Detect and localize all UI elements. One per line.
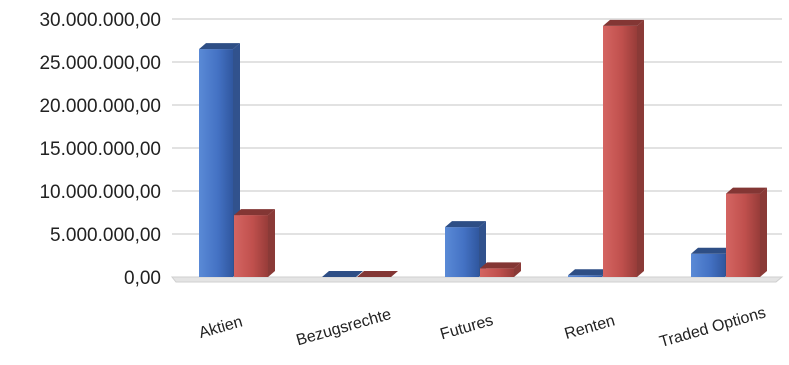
bar-side: [479, 221, 486, 277]
y-tick-label: 5.000.000,00: [50, 225, 161, 246]
bar-top: [199, 43, 240, 50]
bar-front: [234, 215, 268, 277]
bar-front: [691, 253, 725, 277]
bar: [234, 209, 275, 277]
bar: [691, 247, 732, 277]
category-label: Traded Options: [658, 304, 768, 351]
category-label: Renten: [563, 312, 617, 343]
bar-top: [691, 247, 732, 254]
bar: [199, 43, 240, 277]
category-label: Aktien: [197, 313, 244, 342]
y-tick-label: 10.000.000,00: [39, 182, 161, 203]
bar-side: [268, 209, 275, 277]
bar-top: [603, 19, 644, 26]
bar-top: [568, 269, 609, 276]
bar-side: [760, 187, 767, 277]
bar-top: [234, 209, 275, 216]
chart-floor: [170, 276, 784, 283]
bar: [357, 271, 398, 277]
bar: [726, 187, 767, 277]
y-tick-label: 20.000.000,00: [39, 96, 161, 117]
floor: [170, 276, 784, 283]
bar-top: [322, 271, 363, 277]
bar: [568, 269, 609, 277]
gridlines: [172, 18, 782, 235]
bar-top: [445, 221, 486, 228]
category-label: Bezugsrechte: [294, 306, 393, 349]
bar-front: [603, 25, 637, 277]
bar-top: [357, 271, 398, 277]
bar-front: [568, 275, 602, 277]
y-tick-label: 0,00: [124, 268, 161, 289]
y-tick-label: 30.000.000,00: [39, 10, 161, 31]
bar-side: [514, 262, 521, 277]
bar-top: [480, 262, 521, 269]
bar-side: [637, 19, 644, 277]
bar-front: [726, 193, 760, 277]
y-tick-label: 25.000.000,00: [39, 53, 161, 74]
bar: [322, 271, 363, 277]
bar: [480, 262, 521, 277]
bar-front: [199, 49, 233, 277]
bar: [603, 19, 644, 277]
bars: [199, 19, 767, 277]
y-axis-labels: 0,00 5.000.000,00 10.000.000,00 15.000.000,…: [39, 10, 161, 289]
bar: [445, 221, 486, 277]
category-labels: Aktien Bezugsrechte Futures Renten Traded Op…: [197, 304, 768, 351]
category-label: Futures: [438, 312, 495, 343]
bar-front: [445, 227, 479, 277]
y-tick-label: 15.000.000,00: [39, 139, 161, 160]
bar-front: [480, 268, 514, 277]
bar-top: [726, 187, 767, 194]
